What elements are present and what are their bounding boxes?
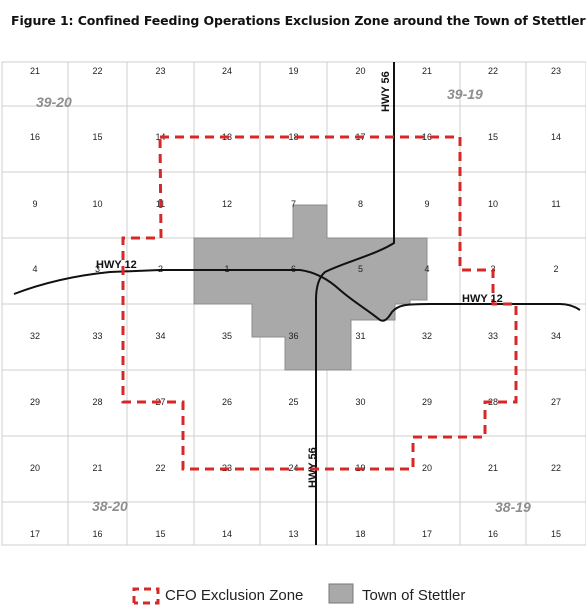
section-number-label: 16 <box>30 132 40 142</box>
section-number-label: 14 <box>222 529 232 539</box>
hwy-12-label-east: HWY 12 <box>462 293 503 305</box>
section-number-label: 18 <box>288 132 298 142</box>
section-number-label: 29 <box>422 397 432 407</box>
section-number-label: 15 <box>155 529 165 539</box>
section-number-label: 2 <box>553 264 558 274</box>
section-number-label: 27 <box>551 397 561 407</box>
section-number-label: 22 <box>551 463 561 473</box>
highway-56-road <box>315 62 395 545</box>
section-number-label: 31 <box>355 331 365 341</box>
section-number-label: 36 <box>288 331 298 341</box>
section-number-label: 33 <box>488 331 498 341</box>
section-number-label: 32 <box>30 331 40 341</box>
legend-exclusion-label: CFO Exclusion Zone <box>165 587 303 604</box>
legend-exclusion-symbol <box>132 587 160 605</box>
section-number-label: 15 <box>488 132 498 142</box>
section-number-label: 21 <box>488 463 498 473</box>
legend-town-symbol <box>328 583 354 604</box>
hwy-12-label-west: HWY 12 <box>96 259 137 271</box>
section-number-label: 34 <box>551 331 561 341</box>
cfo-exclusion-zone-boundary <box>121 135 518 471</box>
hwy-56-label-south: HWY 56 <box>307 447 319 488</box>
section-number-label: 33 <box>92 331 102 341</box>
section-number-label: 17 <box>30 529 40 539</box>
section-number-label: 34 <box>155 331 165 341</box>
section-number-label: 22 <box>488 66 498 76</box>
section-number-label: 21 <box>422 66 432 76</box>
section-number-label: 26 <box>222 397 232 407</box>
hwy-56-label-north: HWY 56 <box>380 71 392 112</box>
section-number-label: 17 <box>422 529 432 539</box>
section-number-label: 21 <box>30 66 40 76</box>
section-number-label: 25 <box>288 397 298 407</box>
township-label-se: 38-19 <box>495 499 531 515</box>
section-number-label: 35 <box>222 331 232 341</box>
section-number-label: 20 <box>355 66 365 76</box>
section-number-label: 18 <box>355 529 365 539</box>
legend-town-label: Town of Stettler <box>362 587 465 604</box>
section-number-label: 11 <box>551 199 560 209</box>
section-number-label: 30 <box>355 397 365 407</box>
section-number-label: 20 <box>30 463 40 473</box>
section-number-label: 10 <box>92 199 102 209</box>
section-number-label: 10 <box>488 199 498 209</box>
section-number-label: 7 <box>291 199 296 209</box>
section-number-label: 29 <box>30 397 40 407</box>
section-number-label: 23 <box>155 66 165 76</box>
section-number-label: 14 <box>551 132 561 142</box>
highway-12-road <box>13 269 581 322</box>
section-number-label: 13 <box>288 529 298 539</box>
section-number-label: 8 <box>358 199 363 209</box>
section-number-label: 21 <box>92 463 102 473</box>
map-legend: CFO Exclusion Zone Town of Stettler <box>132 583 465 605</box>
section-number-label: 4 <box>32 264 37 274</box>
section-number-label: 16 <box>488 529 498 539</box>
map-title: Figure 1: Confined Feeding Operations Ex… <box>11 13 586 28</box>
section-number-label: 24 <box>222 66 232 76</box>
section-number-label: 28 <box>488 397 498 407</box>
section-number-label: 16 <box>92 529 102 539</box>
section-number-label: 23 <box>551 66 561 76</box>
section-number-label: 3 <box>95 264 100 274</box>
township-label-ne: 39-19 <box>447 86 483 102</box>
township-label-nw: 39-20 <box>36 94 72 110</box>
section-number-label: 9 <box>424 199 429 209</box>
section-number-label: 22 <box>92 66 102 76</box>
section-number-label: 15 <box>551 529 561 539</box>
section-number-label: 22 <box>155 463 165 473</box>
section-number-label: 5 <box>358 264 363 274</box>
section-number-label: 24 <box>288 463 298 473</box>
section-number-label: 12 <box>222 199 232 209</box>
section-number-label: 15 <box>92 132 102 142</box>
section-number-label: 32 <box>422 331 432 341</box>
town-of-stettler-area <box>193 204 428 371</box>
section-number-label: 19 <box>288 66 298 76</box>
section-cell <box>525 501 586 546</box>
section-number-label: 9 <box>32 199 37 209</box>
township-label-sw: 38-20 <box>92 498 128 514</box>
section-number-label: 4 <box>424 264 429 274</box>
section-number-label: 28 <box>92 397 102 407</box>
section-number-label: 16 <box>422 132 432 142</box>
section-number-label: 20 <box>422 463 432 473</box>
